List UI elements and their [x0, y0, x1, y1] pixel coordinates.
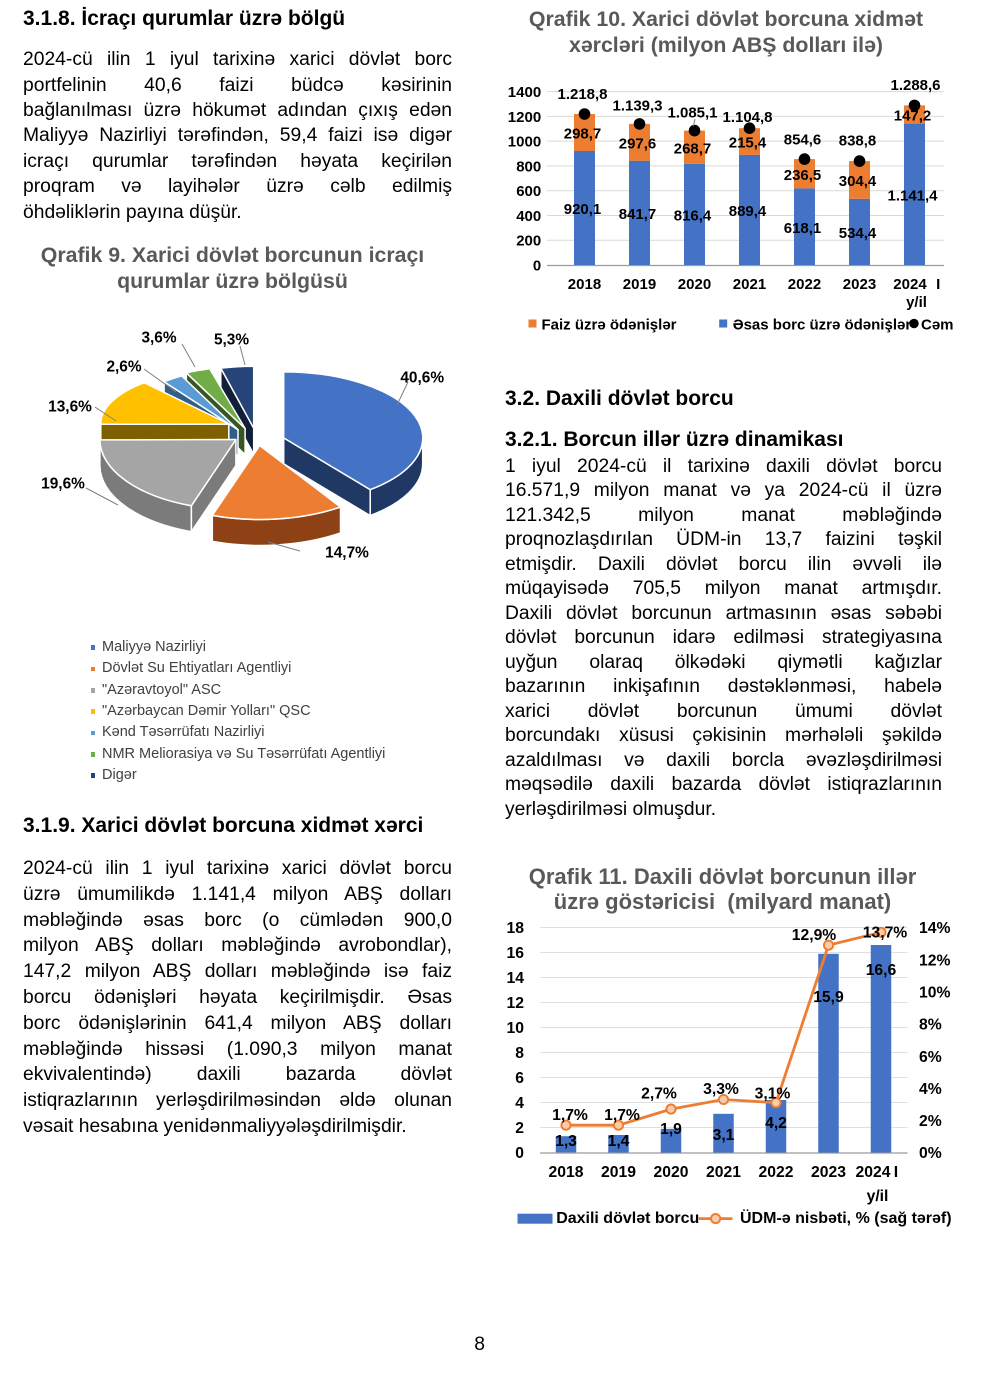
svg-text:Faiz üzrə ödənişlər: Faiz üzrə ödənişlər — [542, 316, 677, 333]
svg-text:0: 0 — [533, 258, 541, 275]
svg-text:2019: 2019 — [623, 276, 656, 293]
svg-text:2023: 2023 — [811, 1164, 846, 1181]
svg-text:3,6%: 3,6% — [141, 330, 176, 347]
svg-text:841,7: 841,7 — [619, 206, 657, 223]
svg-text:14,7%: 14,7% — [325, 545, 369, 562]
svg-text:3,1%: 3,1% — [755, 1086, 791, 1103]
svg-text:2: 2 — [515, 1120, 524, 1137]
svg-text:ÜDM-ə nisbəti, % (sağ tərəf): ÜDM-ə nisbəti, % (sağ tərəf) — [740, 1208, 952, 1227]
svg-text:8%: 8% — [919, 1017, 942, 1034]
svg-text:Əsas borc üzrə ödənişlər: Əsas borc üzrə ödənişlər — [733, 316, 912, 333]
svg-text:1.218,8: 1.218,8 — [558, 86, 608, 103]
svg-text:297,6: 297,6 — [619, 136, 657, 153]
svg-text:0%: 0% — [919, 1145, 942, 1162]
svg-text:1,7%: 1,7% — [604, 1107, 640, 1124]
svg-text:40,6%: 40,6% — [400, 370, 444, 387]
svg-text:12%: 12% — [919, 952, 950, 969]
svg-text:298,7: 298,7 — [564, 126, 602, 143]
svg-text:2019: 2019 — [601, 1164, 636, 1181]
svg-text:Cəm: Cəm — [921, 316, 954, 333]
svg-text:2024: 2024 — [893, 276, 927, 293]
svg-text:2023: 2023 — [843, 276, 876, 293]
svg-text:304,4: 304,4 — [839, 173, 877, 190]
svg-text:1,7%: 1,7% — [552, 1107, 588, 1124]
svg-text:4: 4 — [515, 1095, 524, 1112]
svg-text:2021: 2021 — [706, 1164, 741, 1181]
svg-text:2018: 2018 — [568, 276, 601, 293]
svg-text:14%: 14% — [919, 920, 950, 937]
svg-text:800: 800 — [516, 158, 541, 175]
svg-text:10%: 10% — [919, 984, 950, 1001]
svg-text:Daxili dövlət borcu: Daxili dövlət borcu — [556, 1210, 699, 1227]
svg-text:816,4: 816,4 — [674, 208, 712, 225]
svg-text:16: 16 — [507, 945, 525, 962]
svg-text:400: 400 — [516, 208, 541, 225]
svg-text:2021: 2021 — [733, 276, 766, 293]
svg-text:8: 8 — [515, 1045, 524, 1062]
svg-text:1,3: 1,3 — [555, 1133, 577, 1150]
svg-text:y/il: y/il — [867, 1188, 889, 1205]
svg-text:3,3%: 3,3% — [703, 1081, 739, 1098]
svg-text:2,6%: 2,6% — [106, 359, 141, 376]
svg-text:2,7%: 2,7% — [641, 1086, 677, 1103]
svg-text:18: 18 — [507, 920, 525, 937]
svg-text:600: 600 — [516, 183, 541, 200]
svg-text:534,4: 534,4 — [839, 225, 877, 242]
svg-text:147,2: 147,2 — [894, 108, 932, 125]
svg-text:838,8: 838,8 — [839, 133, 877, 150]
svg-text:1.085,1: 1.085,1 — [668, 105, 718, 122]
svg-text:2022: 2022 — [759, 1164, 794, 1181]
svg-text:1000: 1000 — [508, 134, 541, 151]
svg-text:1,9: 1,9 — [660, 1121, 682, 1138]
svg-text:618,1: 618,1 — [784, 220, 822, 237]
svg-text:2%: 2% — [919, 1113, 942, 1130]
svg-text:4%: 4% — [919, 1081, 942, 1098]
svg-text:10: 10 — [507, 1020, 525, 1037]
svg-text:0: 0 — [515, 1145, 524, 1162]
svg-text:889,4: 889,4 — [729, 203, 767, 220]
svg-text:200: 200 — [516, 233, 541, 250]
svg-text:3,1: 3,1 — [713, 1127, 735, 1144]
svg-text:I: I — [894, 1164, 898, 1181]
svg-text:920,1: 920,1 — [564, 201, 602, 218]
svg-text:1.288,6: 1.288,6 — [891, 77, 941, 94]
svg-text:15,9: 15,9 — [813, 989, 844, 1006]
svg-text:1.104,8: 1.104,8 — [723, 109, 773, 126]
svg-text:1.141,4: 1.141,4 — [888, 188, 939, 205]
svg-text:13,7%: 13,7% — [863, 925, 908, 942]
svg-text:1400: 1400 — [508, 84, 541, 101]
svg-text:1,4: 1,4 — [608, 1133, 630, 1150]
svg-text:6: 6 — [515, 1070, 524, 1087]
svg-text:12: 12 — [507, 995, 525, 1012]
svg-text:4,2: 4,2 — [765, 1115, 787, 1132]
svg-text:236,5: 236,5 — [784, 167, 822, 184]
svg-text:2020: 2020 — [678, 276, 711, 293]
svg-text:1.139,3: 1.139,3 — [613, 98, 663, 115]
svg-text:5,3%: 5,3% — [214, 332, 249, 349]
svg-text:6%: 6% — [919, 1049, 942, 1066]
svg-text:268,7: 268,7 — [674, 140, 712, 157]
svg-text:I: I — [936, 276, 940, 293]
svg-text:2018: 2018 — [549, 1164, 584, 1181]
svg-text:19,6%: 19,6% — [41, 476, 85, 493]
svg-text:2020: 2020 — [654, 1164, 689, 1181]
svg-text:16,6: 16,6 — [866, 962, 897, 979]
svg-text:2022: 2022 — [788, 276, 821, 293]
svg-text:12,9%: 12,9% — [792, 927, 837, 944]
svg-text:215,4: 215,4 — [729, 135, 767, 152]
svg-text:2024: 2024 — [856, 1164, 891, 1181]
svg-text:854,6: 854,6 — [784, 132, 822, 149]
svg-text:y/il: y/il — [906, 294, 927, 311]
svg-text:14: 14 — [507, 970, 525, 987]
svg-text:13,6%: 13,6% — [48, 399, 92, 416]
svg-text:1200: 1200 — [508, 109, 541, 126]
